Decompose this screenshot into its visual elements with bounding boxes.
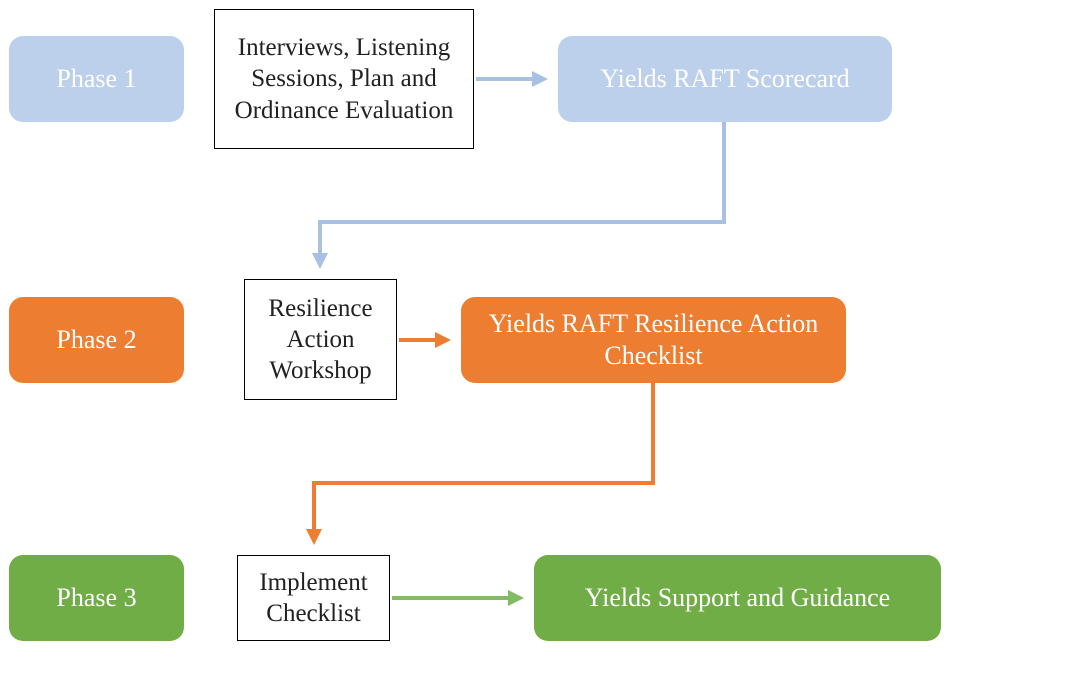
phase-1-input-text: Interviews, Listening Sessions, Plan and…: [225, 32, 463, 126]
phase-1-input-box: Interviews, Listening Sessions, Plan and…: [214, 9, 474, 149]
phase-1-output-text: Yields RAFT Scorecard: [600, 63, 849, 96]
arrow-p1-output-to-p2-input-arrowhead: [312, 253, 328, 269]
phase-3-output-box: Yields Support and Guidance: [534, 555, 941, 641]
arrow-p2-output-to-p3-input-arrowhead: [306, 529, 322, 545]
phase-3-input-box: Implement Checklist: [237, 555, 390, 641]
arrow-p3-input-to-output-arrowhead: [508, 590, 524, 606]
phase-2-input-box: Resilience Action Workshop: [244, 279, 397, 400]
arrow-p2-output-to-p3-input: [314, 383, 653, 535]
phase-2-output-text: Yields RAFT Resilience Action Checklist: [471, 308, 836, 373]
phase-2-label-text: Phase 2: [56, 324, 136, 357]
phase-2-output-box: Yields RAFT Resilience Action Checklist: [461, 297, 846, 383]
phase-1-output-box: Yields RAFT Scorecard: [558, 36, 892, 122]
phase-3-label: Phase 3: [9, 555, 184, 641]
phase-1-label: Phase 1: [9, 36, 184, 122]
phase-3-label-text: Phase 3: [56, 582, 136, 615]
arrow-p2-input-to-output-arrowhead: [435, 332, 451, 348]
phase-2-input-text: Resilience Action Workshop: [255, 293, 386, 387]
phase-2-label: Phase 2: [9, 297, 184, 383]
phase-1-label-text: Phase 1: [56, 63, 136, 96]
phase-3-output-text: Yields Support and Guidance: [585, 582, 890, 615]
arrow-p1-input-to-output-arrowhead: [532, 71, 548, 87]
phase-3-input-text: Implement Checklist: [248, 567, 379, 630]
